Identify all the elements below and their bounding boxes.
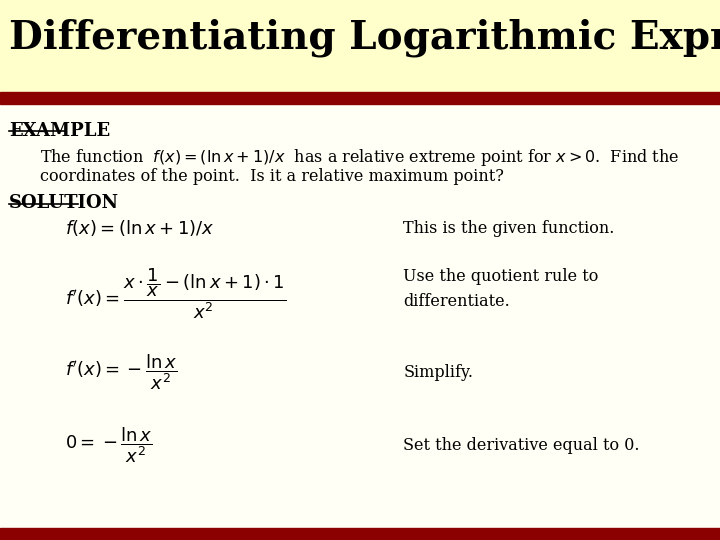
Bar xyxy=(0,92,720,104)
Text: Set the derivative equal to 0.: Set the derivative equal to 0. xyxy=(403,437,639,454)
Text: This is the given function.: This is the given function. xyxy=(403,220,615,237)
Text: The function  $f(x)=(\ln x+1)/x$  has a relative extreme point for $x > 0$.  Fin: The function $f(x)=(\ln x+1)/x$ has a re… xyxy=(40,147,679,168)
Text: Use the quotient rule to
differentiate.: Use the quotient rule to differentiate. xyxy=(403,268,598,310)
Text: coordinates of the point.  Is it a relative maximum point?: coordinates of the point. Is it a relati… xyxy=(40,168,503,185)
Text: Differentiating Logarithmic Expressions: Differentiating Logarithmic Expressions xyxy=(9,19,720,57)
Text: SOLUTION: SOLUTION xyxy=(9,194,120,212)
Text: $f(x)=(\ln x+1)/x$: $f(x)=(\ln x+1)/x$ xyxy=(65,218,215,239)
Bar xyxy=(0,0,720,94)
Text: EXAMPLE: EXAMPLE xyxy=(9,122,110,139)
Bar xyxy=(0,528,720,540)
Text: $f'(x)=-\dfrac{\ln x}{x^2}$: $f'(x)=-\dfrac{\ln x}{x^2}$ xyxy=(65,353,178,393)
Text: Simplify.: Simplify. xyxy=(403,364,473,381)
Text: $f'(x)=\dfrac{x\cdot\dfrac{1}{x}-(\ln x+1)\cdot 1}{x^2}$: $f'(x)=\dfrac{x\cdot\dfrac{1}{x}-(\ln x+… xyxy=(65,267,287,321)
Text: $0=-\dfrac{\ln x}{x^2}$: $0=-\dfrac{\ln x}{x^2}$ xyxy=(65,426,153,465)
